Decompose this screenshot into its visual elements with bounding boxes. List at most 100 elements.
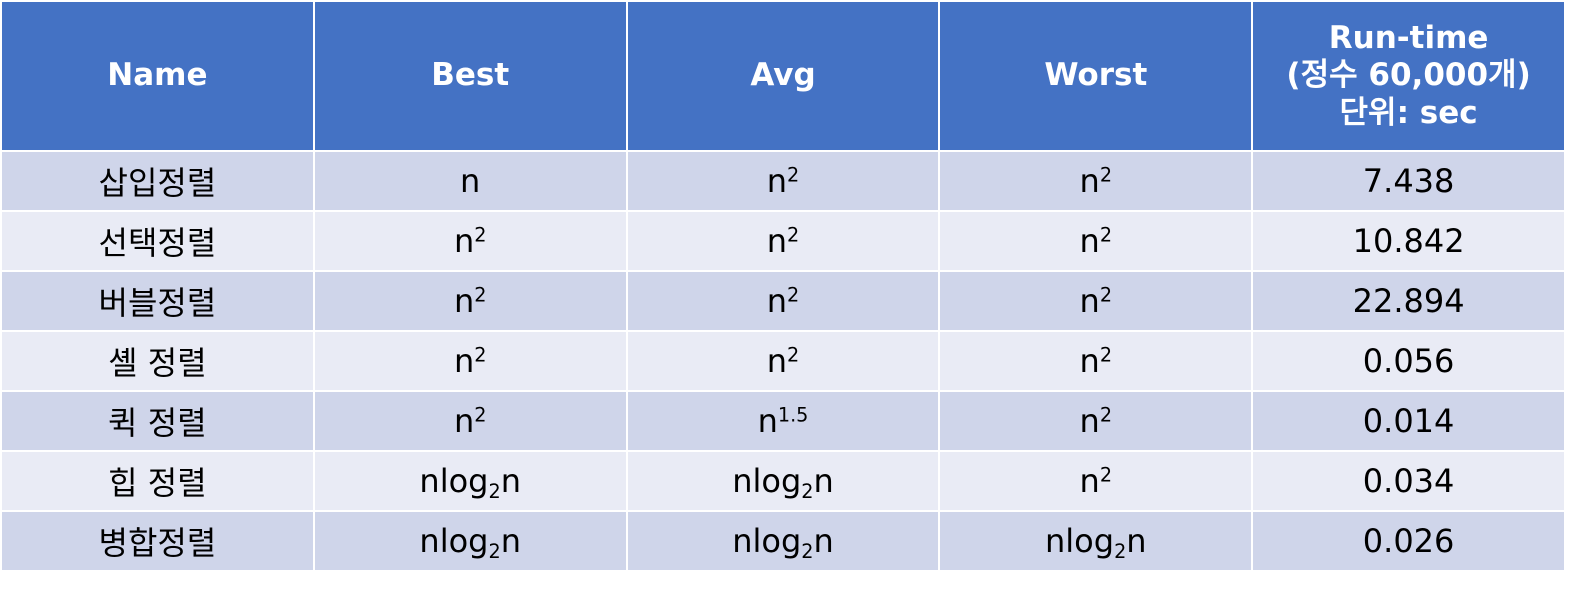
complexity-sup: 2 [787, 163, 800, 187]
avg-complexity-cell: n2 [625, 330, 941, 392]
complexity-base: n [1079, 402, 1100, 440]
complexity-base: n [453, 402, 475, 440]
avg-complexity-cell: nlog2n [625, 510, 941, 572]
complexity-base: n [766, 342, 788, 380]
runtime-cell: 22.894 [1251, 270, 1566, 332]
complexity-sup: 2 [1099, 223, 1113, 247]
complexity-sup: 2 [787, 343, 800, 367]
worst-complexity-cell: n2 [938, 450, 1254, 512]
complexity-sub: 2 [801, 479, 814, 503]
algorithm-name-cell: 퀵 정렬 [0, 390, 315, 452]
complexity-sup: 2 [474, 403, 487, 427]
header-best: Best [312, 0, 628, 152]
avg-complexity-cell: n1.5 [625, 390, 941, 452]
algorithm-name-cell: 버블정렬 [0, 270, 315, 332]
algorithm-name-cell: 셸 정렬 [0, 330, 315, 392]
complexity-sup: 2 [787, 223, 800, 247]
complexity-base: n [1079, 342, 1100, 380]
avg-complexity-cell: nlog2n [625, 450, 941, 512]
table-body: 삽입정렬 n n2 n2 7.438 선택정렬 n2 n2 n2 10.842 버블정렬 n2 n2 n2… [0, 150, 1566, 572]
complexity-sub: 2 [488, 539, 501, 563]
table-row: 셸 정렬 n2 n2 n2 0.056 [0, 330, 1566, 392]
worst-complexity-cell: n2 [938, 390, 1254, 452]
complexity-sup: 2 [1099, 283, 1113, 307]
complexity-sup: 2 [1099, 163, 1113, 187]
complexity-sup: 2 [787, 283, 800, 307]
runtime-cell: 0.034 [1251, 450, 1566, 512]
header-row: Name Best Avg Worst Run-time (정수 60,000개… [0, 0, 1566, 152]
complexity-sup: 2 [474, 283, 487, 307]
algorithm-name-cell: 삽입정렬 [0, 150, 315, 212]
header-runtime-line3: 단위: sec [1339, 94, 1478, 131]
complexity-base: n [766, 162, 788, 200]
complexity-base: nlog [732, 462, 802, 500]
table-row: 버블정렬 n2 n2 n2 22.894 [0, 270, 1566, 332]
worst-complexity-cell: nlog2n [938, 510, 1254, 572]
header-runtime: Run-time (정수 60,000개) 단위: sec [1251, 0, 1566, 152]
complexity-base: n [1079, 222, 1100, 260]
table-row: 병합정렬 nlog2n nlog2n nlog2n 0.026 [0, 510, 1566, 572]
table-row: 선택정렬 n2 n2 n2 10.842 [0, 210, 1566, 272]
runtime-cell: 7.438 [1251, 150, 1566, 212]
complexity-base: n [757, 402, 778, 440]
complexity-tail: n [500, 462, 521, 500]
avg-complexity-cell: n2 [625, 150, 941, 212]
worst-complexity-cell: n2 [938, 330, 1254, 392]
complexity-tail: n [500, 522, 521, 560]
complexity-tail: n [813, 522, 834, 560]
complexity-sub: 2 [1114, 539, 1127, 563]
avg-complexity-cell: n2 [625, 210, 941, 272]
header-runtime-line1: Run-time [1328, 20, 1489, 57]
table-header: Name Best Avg Worst Run-time (정수 60,000개… [0, 0, 1566, 152]
complexity-base: nlog [419, 522, 489, 560]
table-row: 힙 정렬 nlog2n nlog2n n2 0.034 [0, 450, 1566, 512]
runtime-cell: 0.014 [1251, 390, 1566, 452]
complexity-sub: 2 [801, 539, 814, 563]
complexity-base: n [1079, 162, 1100, 200]
best-complexity-cell: n2 [312, 270, 628, 332]
complexity-tail: n [813, 462, 834, 500]
header-avg: Avg [625, 0, 941, 152]
sorting-complexity-table: Name Best Avg Worst Run-time (정수 60,000개… [0, 0, 1566, 572]
sorting-complexity-table-wrapper: Name Best Avg Worst Run-time (정수 60,000개… [0, 0, 1566, 572]
complexity-base: n [766, 222, 788, 260]
complexity-base: n [1079, 462, 1100, 500]
runtime-cell: 0.026 [1251, 510, 1566, 572]
best-complexity-cell: n2 [312, 330, 628, 392]
complexity-sup: 1.5 [777, 403, 809, 427]
header-name: Name [0, 0, 315, 152]
complexity-base: n [453, 342, 475, 380]
worst-complexity-cell: n2 [938, 150, 1254, 212]
algorithm-name-cell: 힙 정렬 [0, 450, 315, 512]
runtime-cell: 0.056 [1251, 330, 1566, 392]
worst-complexity-cell: n2 [938, 210, 1254, 272]
complexity-base: n [453, 282, 475, 320]
complexity-base: n [1079, 282, 1100, 320]
complexity-base: n [453, 222, 475, 260]
best-complexity-cell: n2 [312, 210, 628, 272]
best-complexity-cell: n [312, 150, 628, 212]
complexity-base: nlog [732, 522, 802, 560]
best-complexity-cell: n2 [312, 390, 628, 452]
worst-complexity-cell: n2 [938, 270, 1254, 332]
complexity-sub: 2 [488, 479, 501, 503]
algorithm-name-cell: 선택정렬 [0, 210, 315, 272]
table-row: 삽입정렬 n n2 n2 7.438 [0, 150, 1566, 212]
algorithm-name-cell: 병합정렬 [0, 510, 315, 572]
complexity-base: n [460, 162, 481, 200]
avg-complexity-cell: n2 [625, 270, 941, 332]
complexity-tail: n [1126, 522, 1147, 560]
table-row: 퀵 정렬 n2 n1.5 n2 0.014 [0, 390, 1566, 452]
best-complexity-cell: nlog2n [312, 450, 628, 512]
best-complexity-cell: nlog2n [312, 510, 628, 572]
complexity-sup: 2 [474, 343, 487, 367]
complexity-sup: 2 [1099, 343, 1113, 367]
complexity-base: n [766, 282, 788, 320]
complexity-sup: 2 [474, 223, 487, 247]
complexity-base: nlog [419, 462, 489, 500]
header-runtime-line2: (정수 60,000개) [1286, 57, 1531, 94]
header-worst: Worst [938, 0, 1254, 152]
runtime-cell: 10.842 [1251, 210, 1566, 272]
complexity-base: nlog [1045, 522, 1115, 560]
complexity-sup: 2 [1099, 403, 1113, 427]
